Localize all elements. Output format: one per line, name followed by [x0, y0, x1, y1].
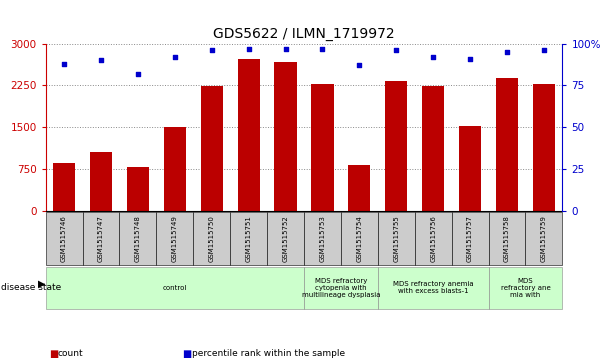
Text: GSM1515747: GSM1515747: [98, 215, 104, 262]
Point: [539, 47, 549, 53]
Bar: [533, 83, 555, 211]
Point: [502, 49, 512, 55]
Bar: [230, 212, 267, 265]
Bar: [201, 86, 223, 211]
Text: GSM1515758: GSM1515758: [504, 215, 510, 262]
Text: MDS refractory
cytopenia with
multilineage dysplasia: MDS refractory cytopenia with multilinea…: [302, 278, 380, 298]
Bar: [459, 126, 481, 211]
Text: disease state: disease state: [1, 283, 61, 292]
Title: GDS5622 / ILMN_1719972: GDS5622 / ILMN_1719972: [213, 27, 395, 41]
Bar: [274, 62, 297, 211]
Bar: [46, 212, 83, 265]
Bar: [238, 59, 260, 211]
Bar: [304, 212, 341, 265]
Point: [244, 46, 254, 52]
Point: [133, 71, 143, 77]
Text: GSM1515752: GSM1515752: [283, 215, 289, 262]
Text: GSM1515751: GSM1515751: [246, 215, 252, 262]
Bar: [83, 212, 119, 265]
Text: ▶: ▶: [38, 278, 45, 288]
Text: control: control: [162, 285, 187, 291]
Bar: [348, 165, 370, 211]
Point: [354, 62, 364, 68]
Point: [428, 54, 438, 60]
Point: [317, 46, 327, 52]
Text: GSM1515757: GSM1515757: [467, 215, 473, 262]
Point: [207, 47, 216, 53]
Text: GSM1515750: GSM1515750: [209, 215, 215, 262]
Bar: [193, 212, 230, 265]
Bar: [422, 86, 444, 211]
Point: [465, 56, 475, 61]
Text: MDS
refractory ane
mia with: MDS refractory ane mia with: [500, 278, 550, 298]
Bar: [119, 212, 156, 265]
Bar: [496, 78, 518, 211]
Bar: [415, 212, 452, 265]
Text: GSM1515756: GSM1515756: [430, 215, 436, 262]
Bar: [452, 212, 489, 265]
Bar: [267, 212, 304, 265]
Bar: [525, 212, 562, 265]
Text: MDS refractory anemia
with excess blasts-1: MDS refractory anemia with excess blasts…: [393, 281, 474, 294]
Text: GSM1515754: GSM1515754: [356, 215, 362, 262]
Text: percentile rank within the sample: percentile rank within the sample: [192, 350, 345, 358]
Point: [59, 61, 69, 66]
Bar: [304, 267, 378, 309]
Bar: [378, 212, 415, 265]
Text: GSM1515753: GSM1515753: [319, 215, 325, 262]
Bar: [378, 267, 489, 309]
Bar: [46, 267, 304, 309]
Text: ■: ■: [49, 349, 58, 359]
Bar: [385, 81, 407, 211]
Bar: [90, 152, 112, 211]
Bar: [156, 212, 193, 265]
Text: GSM1515746: GSM1515746: [61, 215, 67, 262]
Text: GSM1515749: GSM1515749: [172, 215, 178, 262]
Bar: [341, 212, 378, 265]
Bar: [311, 83, 334, 211]
Point: [96, 57, 106, 63]
Bar: [489, 267, 562, 309]
Bar: [53, 163, 75, 211]
Bar: [489, 212, 525, 265]
Bar: [127, 167, 149, 211]
Point: [392, 47, 401, 53]
Text: GSM1515748: GSM1515748: [135, 215, 141, 262]
Text: ■: ■: [182, 349, 192, 359]
Text: GSM1515759: GSM1515759: [541, 215, 547, 262]
Point: [281, 46, 291, 52]
Point: [170, 54, 179, 60]
Text: count: count: [58, 350, 83, 358]
Text: GSM1515755: GSM1515755: [393, 215, 399, 262]
Bar: [164, 127, 186, 211]
